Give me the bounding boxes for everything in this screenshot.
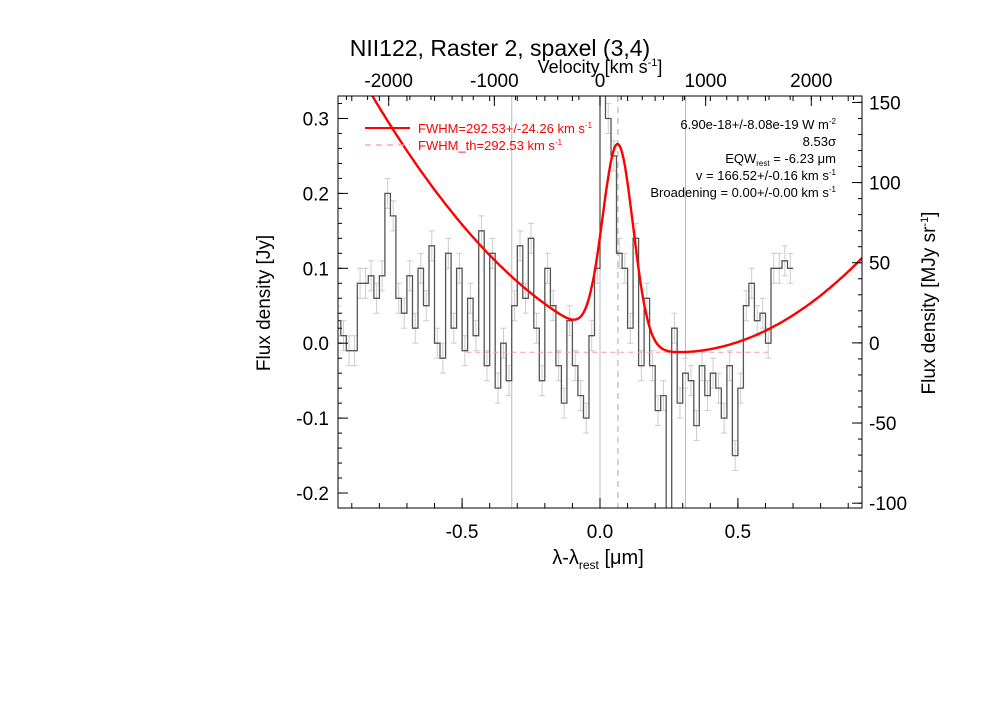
y-right-tick-label: 100	[869, 174, 901, 195]
y-left-tick-label: 0.3	[303, 109, 329, 130]
y-right-tick-label: 0	[869, 334, 880, 355]
annotation-velocity: v = 166.52+/-0.16 km s-1	[696, 168, 837, 183]
y-axis-right-label: Flux density [MJy sr-1]	[919, 212, 940, 395]
top-tick-label: 0	[595, 71, 606, 92]
y-right-tick-label: 150	[869, 93, 901, 114]
fit-line	[371, 96, 862, 354]
plot-area: -0.5 0.0 0.5-2000 -1000 0 1000 2000-0.2-0.10.0…	[296, 71, 907, 543]
y-left-tick-label: -0.1	[296, 409, 329, 430]
fit-annotations: 6.90e-18+/-8.08e-19 W m-2 8.53σ EQWrest …	[650, 117, 836, 200]
annotation-broadening: Broadening = 0.00+/-0.00 km s-1	[650, 185, 836, 200]
top-tick-label: -2000	[364, 71, 413, 92]
y-left-tick-label: 0.2	[303, 184, 329, 205]
top-tick-label: 2000	[790, 71, 832, 92]
top-tick-label: -1000	[470, 71, 519, 92]
chart-title: NII122, Raster 2, spaxel (3,4)	[350, 35, 650, 61]
y-right-tick-label: -100	[869, 494, 907, 515]
x-tick-label: 0.5	[725, 522, 751, 543]
plot-content	[338, 96, 862, 508]
annotation-eqw: EQWrest = -6.23 μm	[725, 151, 836, 168]
y-left-tick-label: 0.1	[303, 259, 329, 280]
top-tick-label: 1000	[685, 71, 727, 92]
annotation-sigma: 8.53σ	[803, 134, 836, 149]
y-left-tick-label: 0.0	[303, 334, 329, 355]
legend-theoretical-label: FWHM_th=292.53 km s-1	[418, 138, 563, 153]
y-left-tick-label: -0.2	[296, 484, 329, 505]
x-axis-label: λ-λrest [μm]	[552, 547, 644, 572]
x-tick-label: 0.0	[587, 522, 613, 543]
y-right-tick-label: 50	[869, 254, 890, 275]
spectrum-line	[338, 96, 794, 508]
annotation-flux: 6.90e-18+/-8.08e-19 W m-2	[680, 117, 836, 132]
y-right-tick-label: -50	[869, 414, 896, 435]
y-axis-left-label: Flux density [Jy]	[254, 235, 275, 371]
top-axis-label: Velocity [km s-1]	[538, 57, 663, 77]
legend-fit-label: FWHM=292.53+/-24.26 km s-1	[418, 121, 593, 136]
x-tick-label: -0.5	[446, 522, 479, 543]
legend: FWHM=292.53+/-24.26 km s-1 FWHM_th=292.5…	[365, 121, 593, 153]
